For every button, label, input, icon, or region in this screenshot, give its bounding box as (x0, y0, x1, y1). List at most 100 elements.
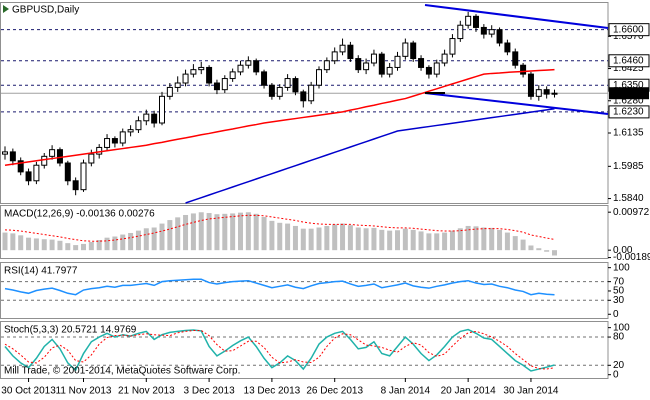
indicator-line (4, 214, 555, 242)
candle-body (394, 55, 401, 68)
histogram-bar (434, 233, 440, 251)
indicator-title: MACD(12,26,9) -0.00136 0.00276 (4, 209, 155, 220)
histogram-bar (355, 227, 361, 251)
histogram-bar (73, 245, 79, 251)
candle-body (80, 162, 87, 191)
level-label-box (608, 23, 650, 37)
histogram-bar (520, 239, 526, 251)
histogram-bar (18, 235, 24, 251)
candle-body (520, 64, 527, 75)
candle-body (213, 82, 220, 91)
indicator-line (185, 108, 555, 204)
y-tick-label: 0.00972 (613, 207, 650, 218)
x-tick-label: 20 Jan 2014 (441, 386, 496, 397)
candle-body (104, 138, 111, 148)
histogram-bar (489, 227, 495, 251)
candle-body (190, 69, 197, 75)
histogram-bar (143, 228, 149, 251)
histogram-bar (269, 220, 275, 251)
y-tick-label: 30 (613, 295, 625, 306)
candle-body (245, 60, 252, 66)
trend-line (424, 4, 609, 29)
candle-body (425, 66, 432, 75)
candle-body (64, 162, 71, 182)
y-tick-label: 100 (613, 262, 630, 273)
histogram-bar (104, 237, 110, 251)
candle-body (56, 149, 63, 164)
level-label: 1.6600 (613, 24, 644, 35)
histogram-bar (410, 229, 416, 251)
x-tick-label: 8 Jan 2014 (381, 386, 431, 397)
histogram-bar (2, 232, 8, 251)
histogram-bar (504, 232, 510, 251)
candle-body (473, 15, 479, 28)
histogram-bar (544, 250, 550, 252)
histogram-bar (371, 227, 377, 251)
candle-body (331, 51, 338, 62)
histogram-bar (112, 236, 118, 251)
candle-body (378, 53, 385, 75)
candle-body (284, 78, 291, 88)
candle-body (206, 66, 213, 84)
y-tick-label: 100 (613, 322, 630, 333)
candle-body (496, 29, 503, 44)
histogram-bar (190, 213, 196, 251)
candle-body (261, 71, 268, 86)
histogram-bar (49, 239, 55, 251)
histogram-bar (512, 236, 518, 251)
y-tick-label: 0.00 (613, 245, 633, 256)
level-label: 1.6230 (613, 107, 644, 118)
candle-body (229, 71, 236, 80)
x-tick-label: 30 Jan 2014 (503, 386, 558, 397)
histogram-bar (340, 223, 346, 251)
histogram-bar (135, 230, 141, 251)
candle-body (504, 42, 511, 53)
candle-body (119, 131, 126, 144)
candle-body (355, 58, 362, 71)
histogram-bar (379, 229, 385, 251)
histogram-bar (230, 213, 236, 251)
candle-body (41, 155, 48, 166)
symbol-icon (3, 5, 9, 13)
chart-title: GBPUSD,Daily (12, 5, 79, 16)
candle-body (96, 146, 103, 155)
histogram-bar (497, 229, 503, 251)
histogram-bar (395, 230, 400, 251)
histogram-bar (198, 212, 204, 251)
histogram-bar (175, 217, 181, 251)
histogram-bar (10, 233, 16, 251)
candle-body (410, 42, 417, 60)
candle-body (49, 149, 56, 157)
candle-body (72, 180, 79, 191)
candle-body (135, 120, 142, 131)
candle-body (300, 91, 307, 102)
histogram-bar (387, 230, 393, 251)
histogram-bar (41, 239, 47, 251)
histogram-bar (324, 225, 330, 251)
histogram-bar (442, 232, 448, 251)
histogram-bar (183, 214, 189, 251)
candle-body (253, 60, 260, 73)
histogram-bar (449, 230, 455, 251)
candle-body (159, 95, 165, 124)
candle-body (370, 53, 377, 64)
x-tick-label: 30 Oct 2013 (1, 386, 56, 397)
histogram-bar (120, 234, 126, 251)
histogram-bar (96, 240, 102, 251)
histogram-bar (292, 225, 298, 251)
y-tick-label: 1.6570 (613, 31, 644, 42)
last-price-label: 1.6314 (613, 88, 644, 99)
histogram-bar (308, 228, 314, 251)
histogram-bar (245, 212, 251, 251)
y-tick-label: 80 (613, 332, 625, 343)
candle-body (88, 153, 95, 164)
histogram-bar (261, 216, 267, 251)
histogram-bar (465, 225, 471, 251)
candle-body (543, 89, 550, 95)
candle-body (418, 58, 425, 68)
histogram-bar (300, 228, 306, 251)
candle-body (457, 24, 464, 40)
histogram-bar (238, 212, 243, 251)
candle-body (17, 160, 24, 173)
